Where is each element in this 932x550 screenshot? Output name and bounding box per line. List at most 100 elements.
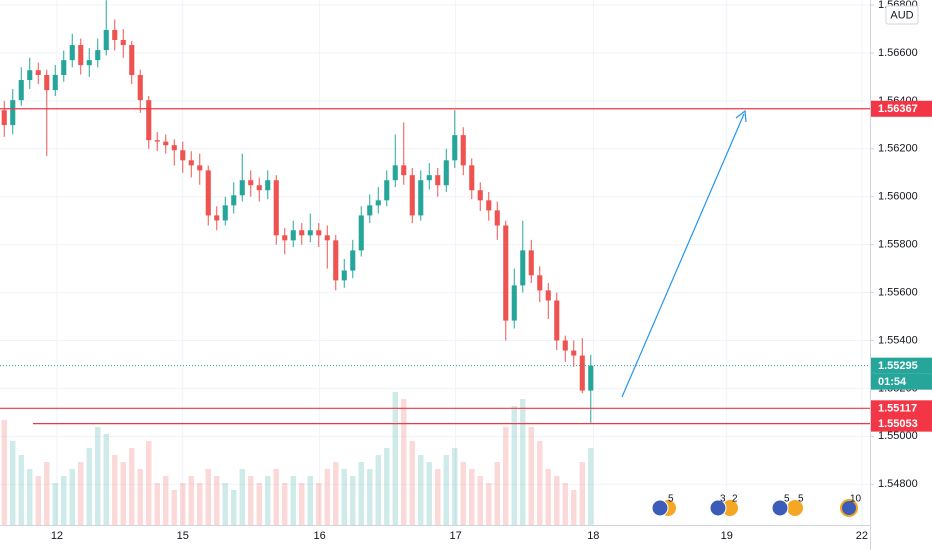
volume-bar: [375, 455, 381, 525]
volume-bar: [10, 441, 16, 525]
candle-body: [375, 200, 381, 206]
candle-body: [503, 225, 509, 321]
volume-bar: [188, 476, 194, 525]
volume-bar: [95, 427, 101, 525]
candle-body: [282, 235, 288, 241]
candle-body: [486, 200, 492, 211]
event-count: 3: [720, 494, 726, 505]
level-tag: [871, 415, 932, 432]
candle-body: [248, 180, 254, 186]
volume-bar: [1, 420, 7, 525]
trend-arrow: [621, 113, 745, 398]
volume-bar: [367, 469, 373, 525]
volume-bar: [273, 469, 279, 525]
volume-bar: [214, 476, 220, 525]
volume-bar: [137, 469, 143, 525]
candle-body: [154, 140, 160, 142]
y-tick-label: 1.54800: [878, 478, 918, 490]
candle-body: [44, 75, 50, 91]
candle-body: [239, 180, 245, 196]
event-icon[interactable]: 5 5: [771, 494, 804, 517]
candle-body: [333, 240, 339, 281]
volume-bar: [401, 399, 407, 525]
volume-bar: [222, 483, 228, 525]
volume-bar: [35, 476, 41, 525]
candle-body: [256, 185, 262, 191]
volume-bar: [316, 483, 322, 525]
last-price-tag: [871, 357, 932, 374]
grid: [0, 0, 870, 525]
candle-body: [324, 235, 330, 241]
candle-body: [188, 160, 194, 166]
candle-body: [588, 365, 594, 391]
volume-bar: [460, 462, 466, 525]
y-tick-label: 1.55600: [878, 286, 918, 298]
volume-bar: [350, 476, 356, 525]
volume-bar: [205, 469, 211, 525]
candle-body: [197, 165, 203, 171]
candle-body: [18, 80, 24, 101]
candle-body: [205, 170, 211, 216]
event-icon[interactable]: 3 2: [709, 494, 738, 517]
x-tick-label: 19: [721, 530, 733, 542]
volume-bar: [120, 462, 126, 525]
x-tick-label: 17: [449, 530, 461, 542]
volume-bar: [163, 476, 169, 525]
candle-body: [10, 100, 16, 126]
volume-bar: [129, 448, 135, 525]
candle-body: [78, 45, 84, 66]
volume-layer: [1, 392, 594, 525]
volume-bar: [290, 476, 296, 525]
event-ring: [787, 500, 803, 516]
volume-bar: [103, 434, 109, 525]
event-icon[interactable]: 10: [840, 494, 862, 517]
arrow-head: [735, 109, 747, 123]
candle-body: [545, 290, 551, 301]
volume-bar: [486, 483, 492, 525]
volume-bar: [18, 455, 24, 525]
candle-body: [511, 285, 517, 321]
volume-bar: [248, 476, 254, 525]
candle-body: [112, 29, 118, 41]
volume-bar: [537, 441, 543, 525]
y-tick-label: 1.55800: [878, 239, 918, 251]
currency-box[interactable]: [885, 5, 919, 25]
event-flag: [651, 499, 669, 517]
y-tick-label: 1.56200: [878, 143, 918, 155]
candle-body: [562, 340, 568, 351]
candle-body: [579, 355, 585, 391]
candle-body: [460, 135, 466, 166]
event-count: 5: [798, 494, 804, 505]
volume-bar: [265, 476, 271, 525]
volume-bar: [231, 490, 237, 525]
candle-body: [554, 300, 560, 341]
candle-body: [477, 190, 483, 201]
volume-bar: [528, 427, 534, 525]
candle-body: [358, 215, 364, 251]
y-tick-label: 1.56800: [878, 0, 918, 11]
candle-body: [392, 165, 398, 181]
volume-bar: [112, 455, 118, 525]
event-icon[interactable]: 5: [651, 494, 676, 517]
candle-body: [69, 45, 75, 61]
overlay-layer: [0, 108, 870, 425]
volume-bar: [588, 448, 594, 525]
volume-bar: [477, 476, 483, 525]
event-count: 5: [668, 494, 674, 505]
volume-bar: [180, 483, 186, 525]
volume-bar: [579, 462, 585, 525]
candle-body: [350, 250, 356, 271]
volume-bar: [341, 469, 347, 525]
volume-bar: [452, 448, 458, 525]
volume-bar: [239, 469, 245, 525]
event-count: 10: [850, 494, 862, 505]
candle-body: [171, 145, 177, 151]
countdown-label: 01:54: [878, 376, 907, 388]
volume-bar: [324, 469, 330, 525]
volume-bar: [52, 483, 58, 525]
candle-body: [35, 70, 41, 75]
candle-body: [103, 29, 109, 51]
candle-body: [86, 60, 92, 66]
